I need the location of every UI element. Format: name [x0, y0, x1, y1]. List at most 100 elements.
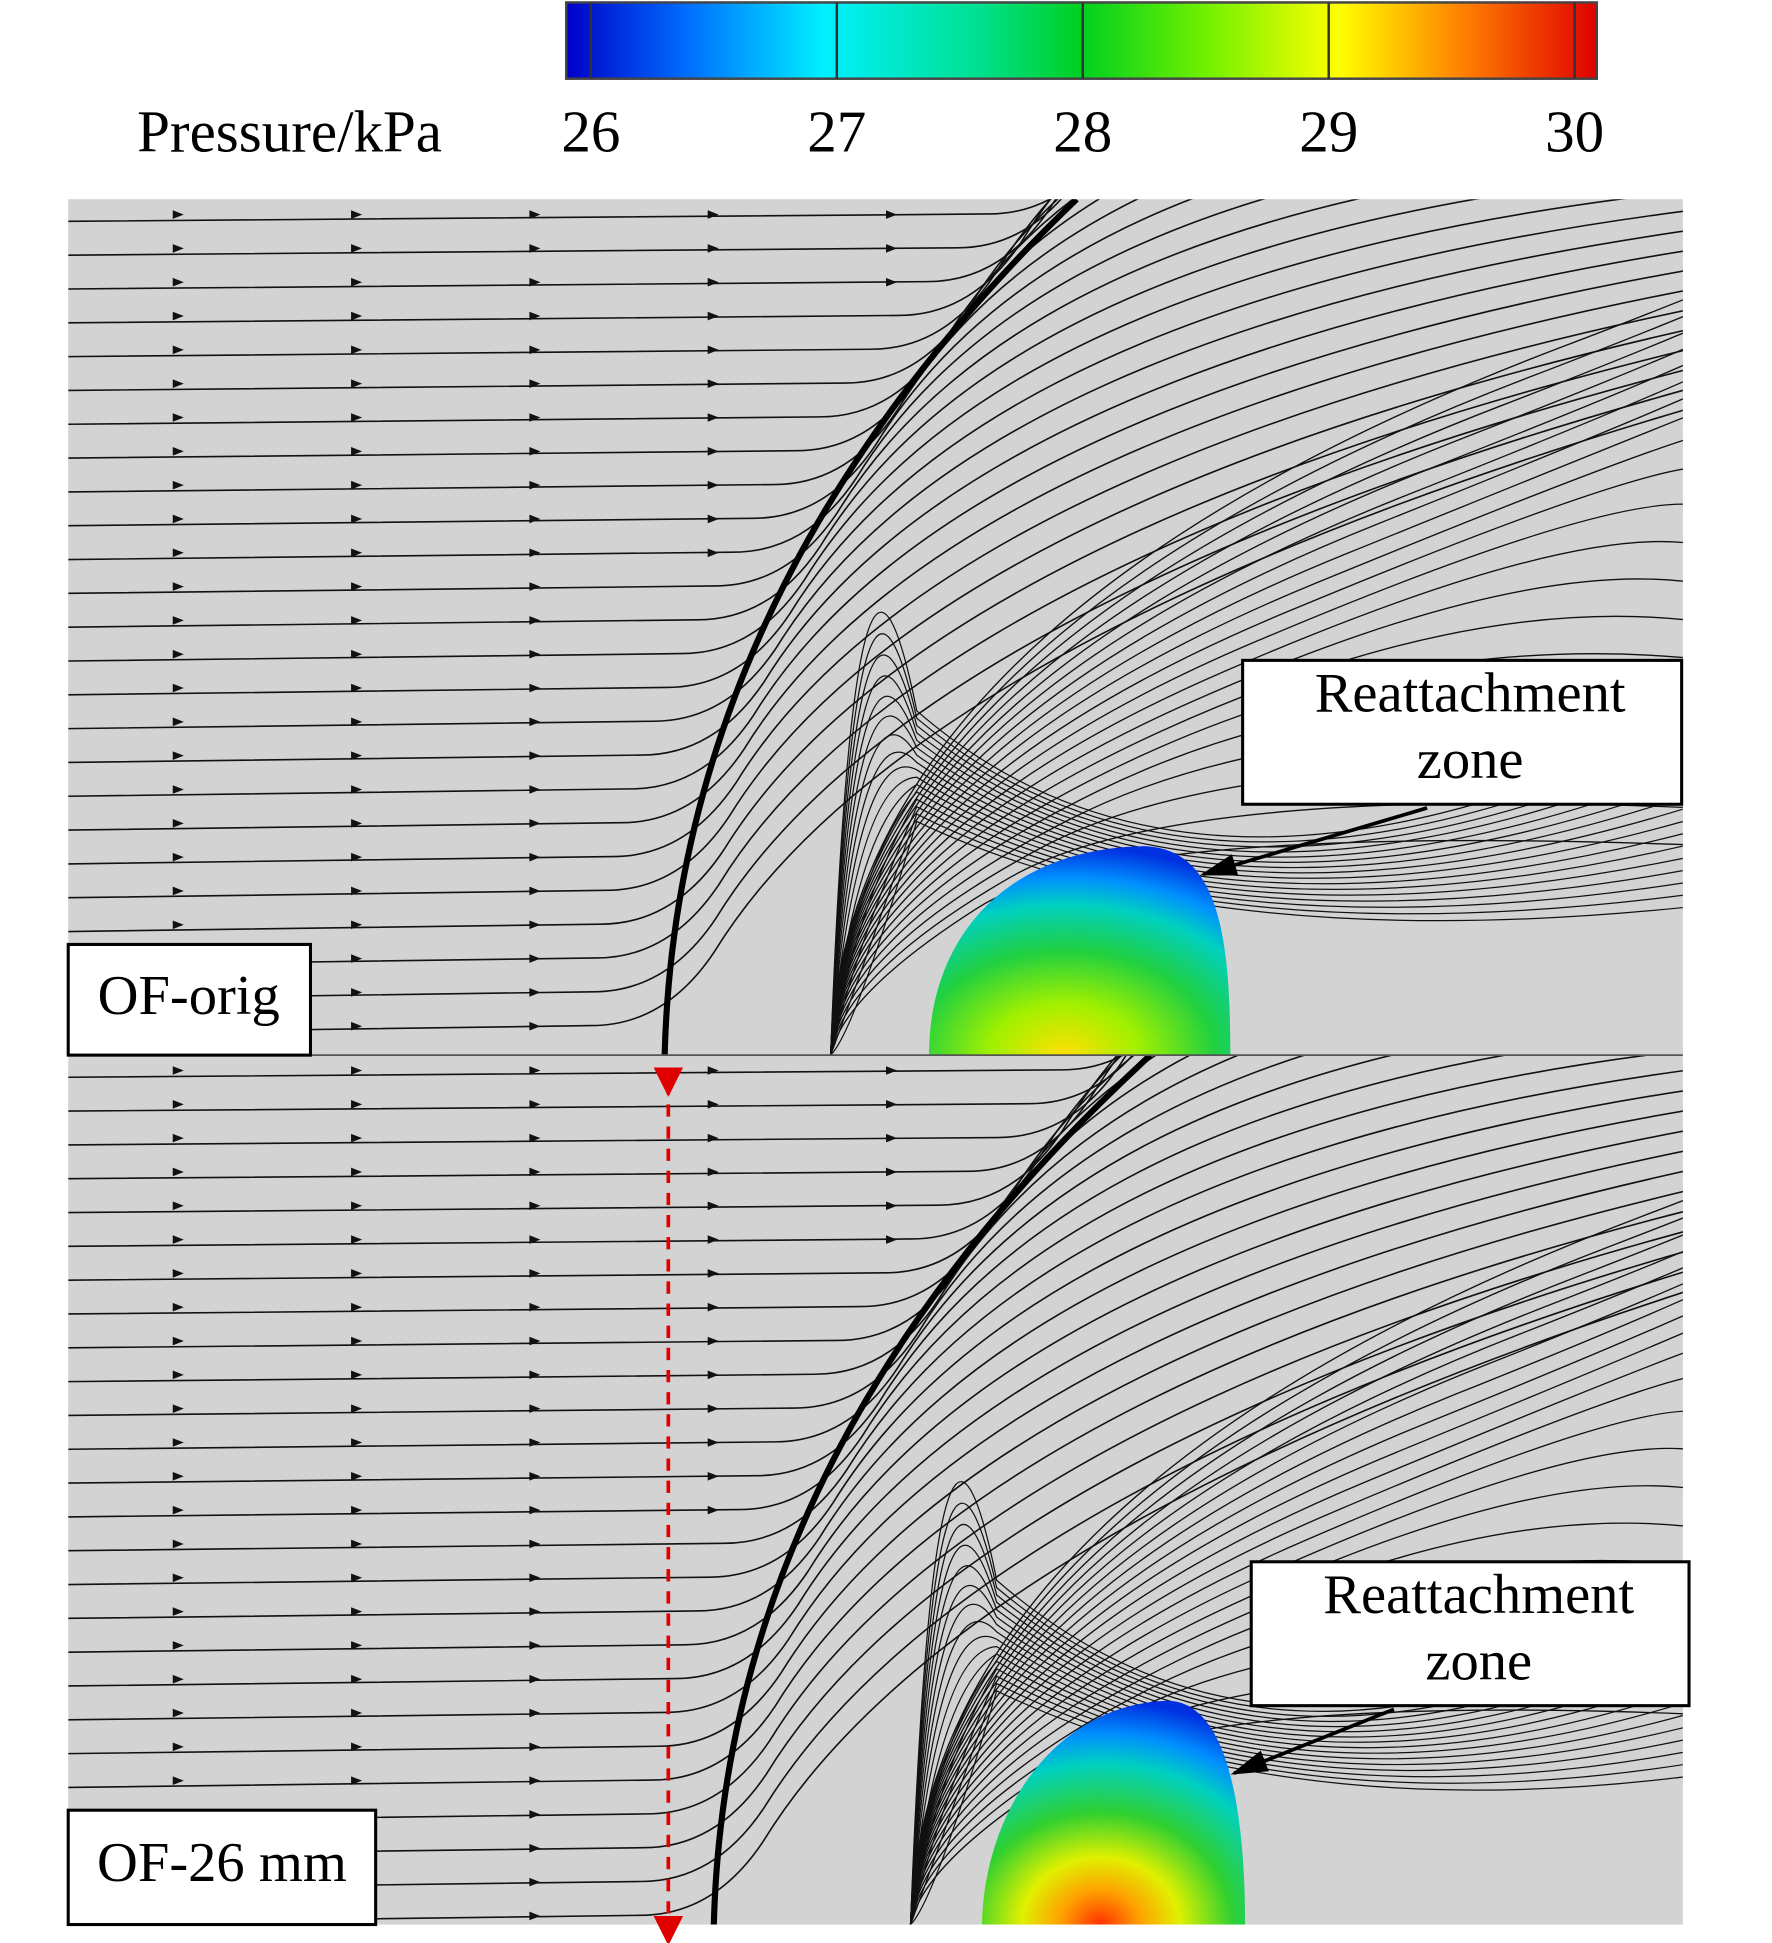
streamline [830, 766, 1683, 1056]
flow-arrow [707, 480, 719, 490]
streamline [830, 611, 1683, 1056]
flow-arrow [172, 311, 184, 321]
flow-arrow [351, 277, 363, 287]
streamline [829, 540, 1683, 1056]
streamline [909, 1267, 1683, 1925]
streamline [68, 1190, 1683, 1755]
flow-arrow [351, 244, 363, 253]
panel-background [68, 199, 1683, 1056]
flow-arrow [172, 514, 184, 524]
streamline [68, 199, 1059, 392]
flow-arrow [172, 244, 184, 253]
flow-arrow [529, 480, 541, 490]
flow-arrow [886, 1167, 898, 1177]
streamline [830, 734, 1683, 1056]
flow-arrow [529, 649, 541, 659]
streamline [68, 389, 1683, 1000]
streamline [68, 1210, 1683, 1789]
flow-arrow [351, 852, 363, 862]
flow-arrow [351, 920, 363, 930]
flow-arrow [172, 886, 184, 896]
flow-arrow [529, 1877, 541, 1887]
streamline [909, 1603, 1683, 1925]
flow-arrow [529, 1505, 541, 1515]
flow-arrow [351, 345, 363, 355]
streamline [68, 369, 1683, 967]
flow-arrow [529, 616, 541, 625]
streamline [68, 1055, 1134, 1112]
reattachment-zone [929, 846, 1231, 1056]
flow-arrow [529, 379, 541, 388]
flow-arrow [172, 1674, 184, 1684]
flow-arrow [707, 1269, 719, 1278]
shock-line [661, 199, 1079, 1056]
flow-arrow [707, 244, 719, 253]
flow-arrow [172, 480, 184, 490]
flow-arrow [707, 379, 719, 388]
streamline [830, 675, 1683, 1056]
flow-arrow [707, 548, 719, 558]
streamline [68, 1090, 1683, 1586]
flow-arrow [707, 345, 719, 355]
streamline [68, 1055, 1654, 1518]
flow-arrow [351, 210, 363, 219]
flow-arrow [351, 1100, 363, 1109]
flow-arrow [886, 1201, 898, 1211]
panel-label: OF-26 mm [97, 1832, 347, 1894]
streamline [68, 1055, 1158, 1315]
flow-arrow [529, 1742, 541, 1752]
flow-arrow [707, 1505, 719, 1515]
flow-arrow [351, 1607, 363, 1616]
flow-arrow [529, 1810, 541, 1819]
flow-arrow [351, 1269, 363, 1278]
flow-arrow [172, 345, 184, 355]
flow-arrow [529, 1269, 541, 1278]
streamline [909, 1660, 1683, 1925]
flow-arrow [529, 1539, 541, 1549]
streamline [909, 1377, 1683, 1925]
flow-arrow [529, 244, 541, 253]
streamline [68, 1055, 1241, 1383]
streamline [829, 578, 1683, 1056]
streamline [909, 1522, 1683, 1925]
streamline [68, 329, 1683, 899]
streamline [68, 199, 1480, 628]
flow-arrow [172, 683, 184, 693]
flow-arrow [707, 277, 719, 287]
flow-arrow [886, 1100, 898, 1109]
streamline [68, 1251, 1683, 1856]
streamline [68, 1069, 1683, 1552]
colorbar-tick-label: 28 [1053, 98, 1112, 164]
flow-arrow [351, 954, 363, 963]
streamline [909, 1315, 1683, 1925]
streamline [68, 1055, 1510, 1484]
flow-arrow [351, 886, 363, 896]
streamline [909, 1585, 1683, 1925]
streamline [68, 250, 1683, 764]
streamline [68, 409, 1683, 1034]
streamline [829, 398, 1683, 1056]
streamline [909, 1646, 1683, 1925]
streamline [68, 199, 1101, 459]
streamline [68, 199, 1075, 426]
flow-arrow [529, 345, 541, 355]
flow-arrow [707, 1336, 719, 1346]
streamline [68, 199, 1140, 493]
streamline [909, 1298, 1683, 1925]
flow-arrow [351, 1573, 363, 1583]
flow-arrow [707, 1404, 719, 1413]
flow-arrow [172, 1472, 184, 1481]
flow-arrow [172, 1133, 184, 1143]
flow-arrow [351, 1201, 363, 1211]
streamline [68, 1130, 1683, 1653]
streamline [829, 417, 1683, 1056]
flow-arrow [351, 785, 363, 794]
flow-arrow [351, 1302, 363, 1312]
flow-arrow [529, 1641, 541, 1650]
streamline [68, 1110, 1683, 1620]
streamline [909, 1485, 1683, 1925]
flow-arrow [172, 1302, 184, 1312]
streamline [68, 199, 1194, 527]
flow-arrow [172, 210, 184, 219]
flow-arrow [529, 1235, 541, 1244]
